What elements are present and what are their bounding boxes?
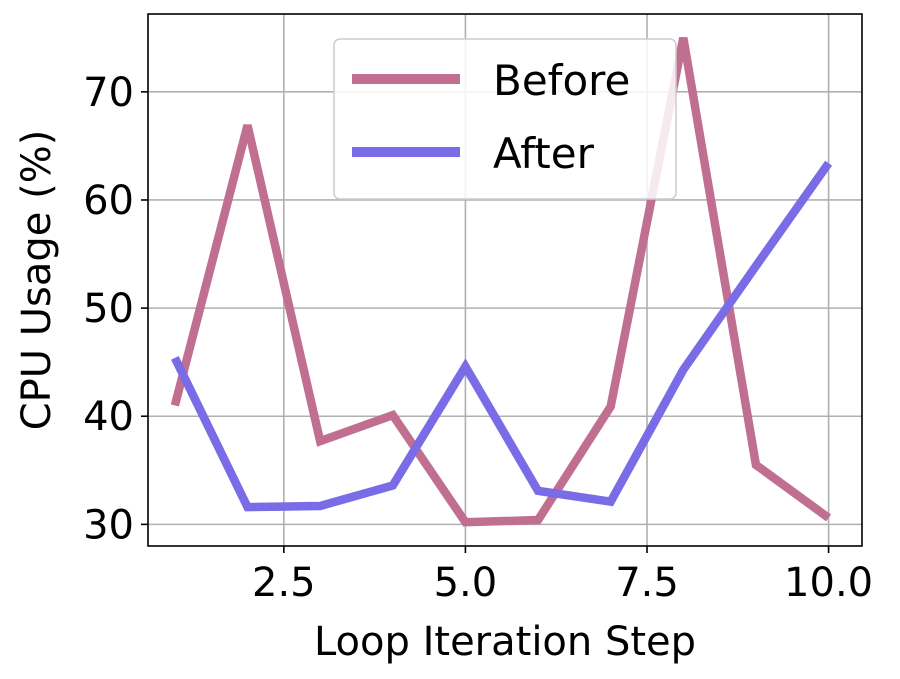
y-axis-title: CPU Usage (%) xyxy=(14,130,60,431)
x-axis-title: Loop Iteration Step xyxy=(314,619,696,665)
legend-label-before: Before xyxy=(493,56,630,105)
y-tick-label: 40 xyxy=(83,394,134,440)
legend-label-after: After xyxy=(493,129,595,178)
plot-frame xyxy=(147,13,863,547)
series-layer xyxy=(170,36,833,527)
x-tick-label: 7.5 xyxy=(615,560,679,606)
y-tick-label: 70 xyxy=(83,70,134,116)
series-line-after xyxy=(171,160,833,512)
x-tick-label: 2.5 xyxy=(252,560,316,606)
x-tick-label: 10.0 xyxy=(784,560,873,606)
x-axis-ticks: 2.5 5.0 7.5 10.0 xyxy=(252,546,873,606)
x-tick-label: 5.0 xyxy=(434,560,498,606)
y-axis-ticks: 30 40 50 60 70 xyxy=(83,70,148,548)
legend: Before After xyxy=(333,38,677,200)
series-line-before xyxy=(170,36,832,527)
y-tick-label: 30 xyxy=(83,502,134,548)
y-tick-label: 50 xyxy=(83,286,134,332)
y-tick-label: 60 xyxy=(83,178,134,224)
